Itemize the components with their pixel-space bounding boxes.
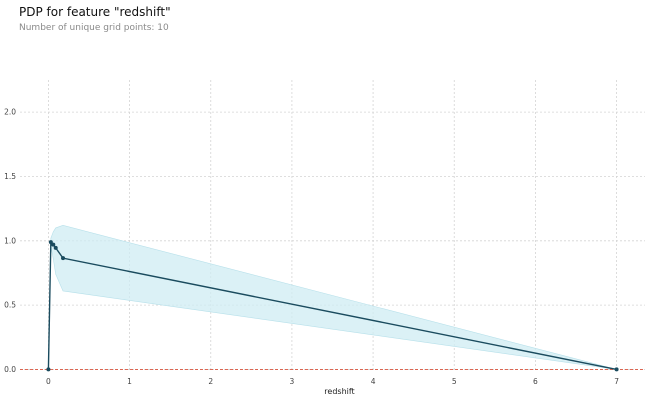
x-tick-label: 6 <box>533 377 538 386</box>
pdp-point <box>46 367 51 372</box>
x-tick-label: 1 <box>127 377 132 386</box>
x-axis-label: redshift <box>324 387 354 396</box>
pdp-line <box>47 240 617 371</box>
chart-header: PDP for feature "redshift" Number of uni… <box>19 4 171 34</box>
x-tick-label: 3 <box>290 377 295 386</box>
confidence-band <box>48 225 617 370</box>
chart-title: PDP for feature "redshift" <box>19 5 171 19</box>
x-tick-label: 0 <box>46 377 51 386</box>
x-tick-label: 7 <box>614 377 619 386</box>
x-tick-label: 2 <box>208 377 213 386</box>
y-tick-label: 1.5 <box>4 172 16 181</box>
pdp-point <box>48 240 53 245</box>
x-tick-label: 4 <box>371 377 376 386</box>
chart-subtitle: Number of unique grid points: 10 <box>19 23 169 33</box>
x-tick-label: 5 <box>452 377 457 386</box>
y-tick-label: 0.0 <box>4 365 16 374</box>
pdp-point <box>61 256 66 261</box>
pdp-point <box>53 245 58 250</box>
pdp-point <box>614 367 619 372</box>
y-tick-label: 1.0 <box>4 236 16 245</box>
y-tick-label: 2.0 <box>4 108 16 117</box>
pdp-point <box>51 242 56 247</box>
y-tick-label: 0.5 <box>4 301 16 310</box>
